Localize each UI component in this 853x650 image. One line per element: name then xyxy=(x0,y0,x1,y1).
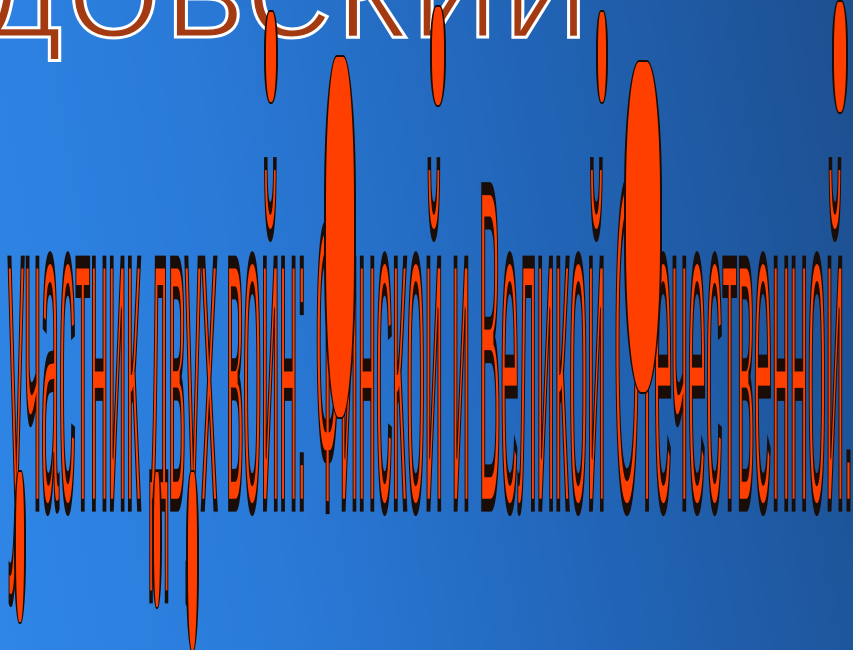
drip-decoration xyxy=(186,470,199,650)
drip-decoration xyxy=(430,5,446,107)
drip-decoration xyxy=(152,470,162,609)
drip-decoration xyxy=(624,60,662,394)
drip-decoration xyxy=(832,0,848,114)
wordart-caption: участник двух войн: Финской и Великой От… xyxy=(5,50,853,609)
drip-decoration xyxy=(324,55,356,419)
drip-decoration xyxy=(264,10,278,104)
slide-title-fragment: ДОВСКИЙ xyxy=(0,0,594,58)
wordart-svg: участник двух войн: Финской и Великой От… xyxy=(5,86,853,609)
wordart-text: участник двух войн: Финской и Великой От… xyxy=(8,88,853,606)
drip-decoration xyxy=(596,10,608,104)
drip-decoration xyxy=(14,470,26,624)
